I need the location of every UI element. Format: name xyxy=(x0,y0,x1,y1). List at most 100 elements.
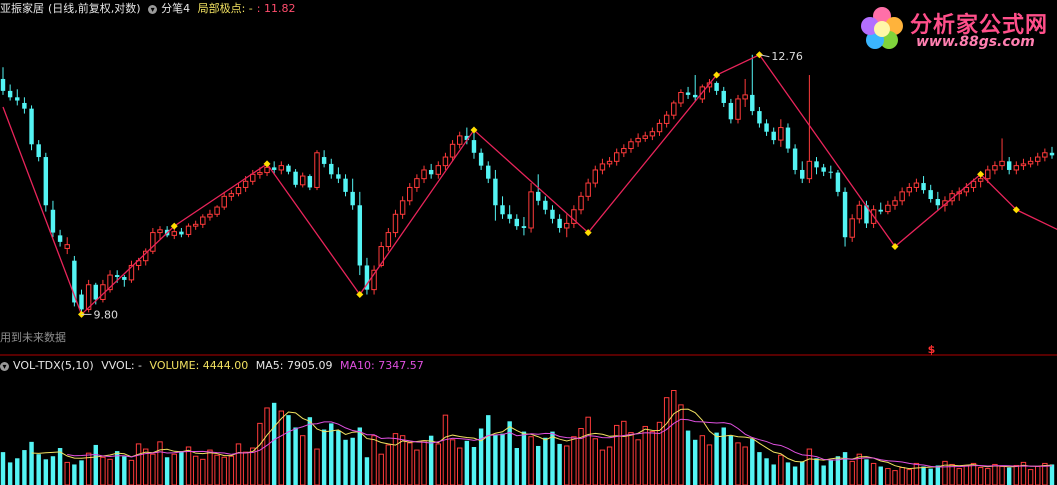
pivot-marker xyxy=(170,222,178,230)
price-pane-header: 亚振家居 (日线,前复权,对数) ▾ 分笔4 局部极点: -: 11.82 xyxy=(0,0,299,16)
candle-body-up xyxy=(107,274,113,291)
volume-bar-down xyxy=(921,466,926,485)
volume-bar-up xyxy=(649,431,656,485)
stock-name[interactable]: 亚振家居 xyxy=(0,2,44,15)
candle-body-up xyxy=(278,165,285,171)
volume-bar-down xyxy=(350,437,355,485)
volume-bar-up xyxy=(663,397,670,485)
candle-body-up xyxy=(421,169,427,180)
candle-body-up xyxy=(571,209,577,224)
ma10-value: MA10: 7347.57 xyxy=(340,359,424,372)
volume-bar-up xyxy=(899,467,905,485)
volume-bar-up xyxy=(942,460,948,485)
volume-bar-up xyxy=(192,455,199,485)
candle-body-down xyxy=(543,200,548,210)
volume-bar-down xyxy=(864,459,869,485)
candle-body-down xyxy=(771,131,776,141)
volume-bar-up xyxy=(671,389,677,485)
candle-body-up xyxy=(250,173,256,182)
volume-bar-up xyxy=(442,414,449,485)
candle-body-down xyxy=(514,218,520,227)
candle-body-down xyxy=(321,157,327,164)
candle-body-down xyxy=(336,174,341,179)
vvol-label: VVOL: - xyxy=(101,359,143,372)
volume-bar-up xyxy=(385,444,392,485)
volume-bar-up xyxy=(371,435,377,485)
candle-body-down xyxy=(293,171,298,185)
pivot-marker xyxy=(713,71,721,79)
candle-body-up xyxy=(1020,163,1027,167)
candle-body-down xyxy=(714,82,719,91)
candle-body-down xyxy=(757,111,762,124)
volume-bar-up xyxy=(806,448,813,485)
candle-body-down xyxy=(486,165,491,179)
candle-body-up xyxy=(435,165,442,175)
candle-body-up xyxy=(449,143,456,158)
volume-bar-up xyxy=(970,462,977,485)
volume-bar-up xyxy=(278,410,285,485)
volume-bar-up xyxy=(171,453,177,485)
candle-body-up xyxy=(214,206,220,215)
volume-bar-down xyxy=(307,417,313,485)
volume-bar-up xyxy=(977,467,984,485)
volume-bar-up xyxy=(392,433,399,485)
candle-body-down xyxy=(814,161,819,168)
candle-body-up xyxy=(992,165,998,171)
candle-body-up xyxy=(892,200,898,206)
candle-body-up xyxy=(157,229,163,234)
volume-bar-up xyxy=(150,453,156,485)
volume-bar-up xyxy=(635,439,641,485)
volume-bar-up xyxy=(399,435,406,485)
candle-body-down xyxy=(550,209,555,219)
volume-bar-down xyxy=(507,421,512,485)
candle-body-up xyxy=(407,186,413,202)
candle-body-down xyxy=(792,148,798,170)
volume-bar-up xyxy=(856,453,863,485)
volume-bar-down xyxy=(478,428,484,485)
volume-bar-down xyxy=(521,431,527,485)
volume-indicator-name[interactable]: VOL-TDX(5,10) xyxy=(13,359,94,372)
volume-bar-down xyxy=(878,466,883,485)
indicator-dropdown-icon[interactable]: ▾ xyxy=(148,5,158,14)
candle-body-down xyxy=(692,94,698,98)
candle-body-down xyxy=(364,265,370,290)
candle-body-down xyxy=(343,178,348,192)
volume-bar-down xyxy=(43,459,49,485)
candle-body-down xyxy=(842,191,848,238)
candle-body-down xyxy=(7,90,13,98)
candle-body-up xyxy=(885,204,891,213)
candle-body-up xyxy=(899,191,905,202)
zigzag-line xyxy=(2,53,1057,316)
volume-bar-down xyxy=(764,458,769,485)
volume-bar-up xyxy=(200,458,206,485)
candle-body-down xyxy=(864,205,869,224)
candle-body-down xyxy=(728,102,734,120)
candle-body-down xyxy=(800,169,805,179)
volume-bar-down xyxy=(493,434,498,485)
volume-bar-down xyxy=(79,460,84,485)
volume-bar-up xyxy=(892,470,898,485)
volume-dropdown-icon[interactable]: ▾ xyxy=(0,362,9,371)
indicator-name[interactable]: 分笔4 xyxy=(161,2,191,15)
volume-bar-down xyxy=(471,446,477,485)
candle-body-up xyxy=(150,232,156,252)
volume-bar-down xyxy=(1006,467,1012,485)
candle-body-up xyxy=(606,160,613,165)
ma10-line xyxy=(67,418,1053,468)
volume-bar-down xyxy=(714,432,719,485)
volume-bar-up xyxy=(314,448,320,485)
volume-bar-up xyxy=(100,456,106,485)
annotation-label: 9.80 xyxy=(93,308,118,321)
candle-body-down xyxy=(357,205,363,266)
volume-bar-down xyxy=(321,429,327,485)
candle-body-up xyxy=(592,169,599,184)
candle-body-down xyxy=(464,135,470,141)
annotation-label: 12.76 xyxy=(771,50,803,63)
candle-body-up xyxy=(399,200,406,215)
volume-bar-up xyxy=(1027,469,1034,485)
volume-bar-down xyxy=(29,441,34,485)
candle-body-up xyxy=(642,135,648,139)
candle-body-up xyxy=(1027,160,1034,165)
volume-bar-down xyxy=(122,456,127,485)
